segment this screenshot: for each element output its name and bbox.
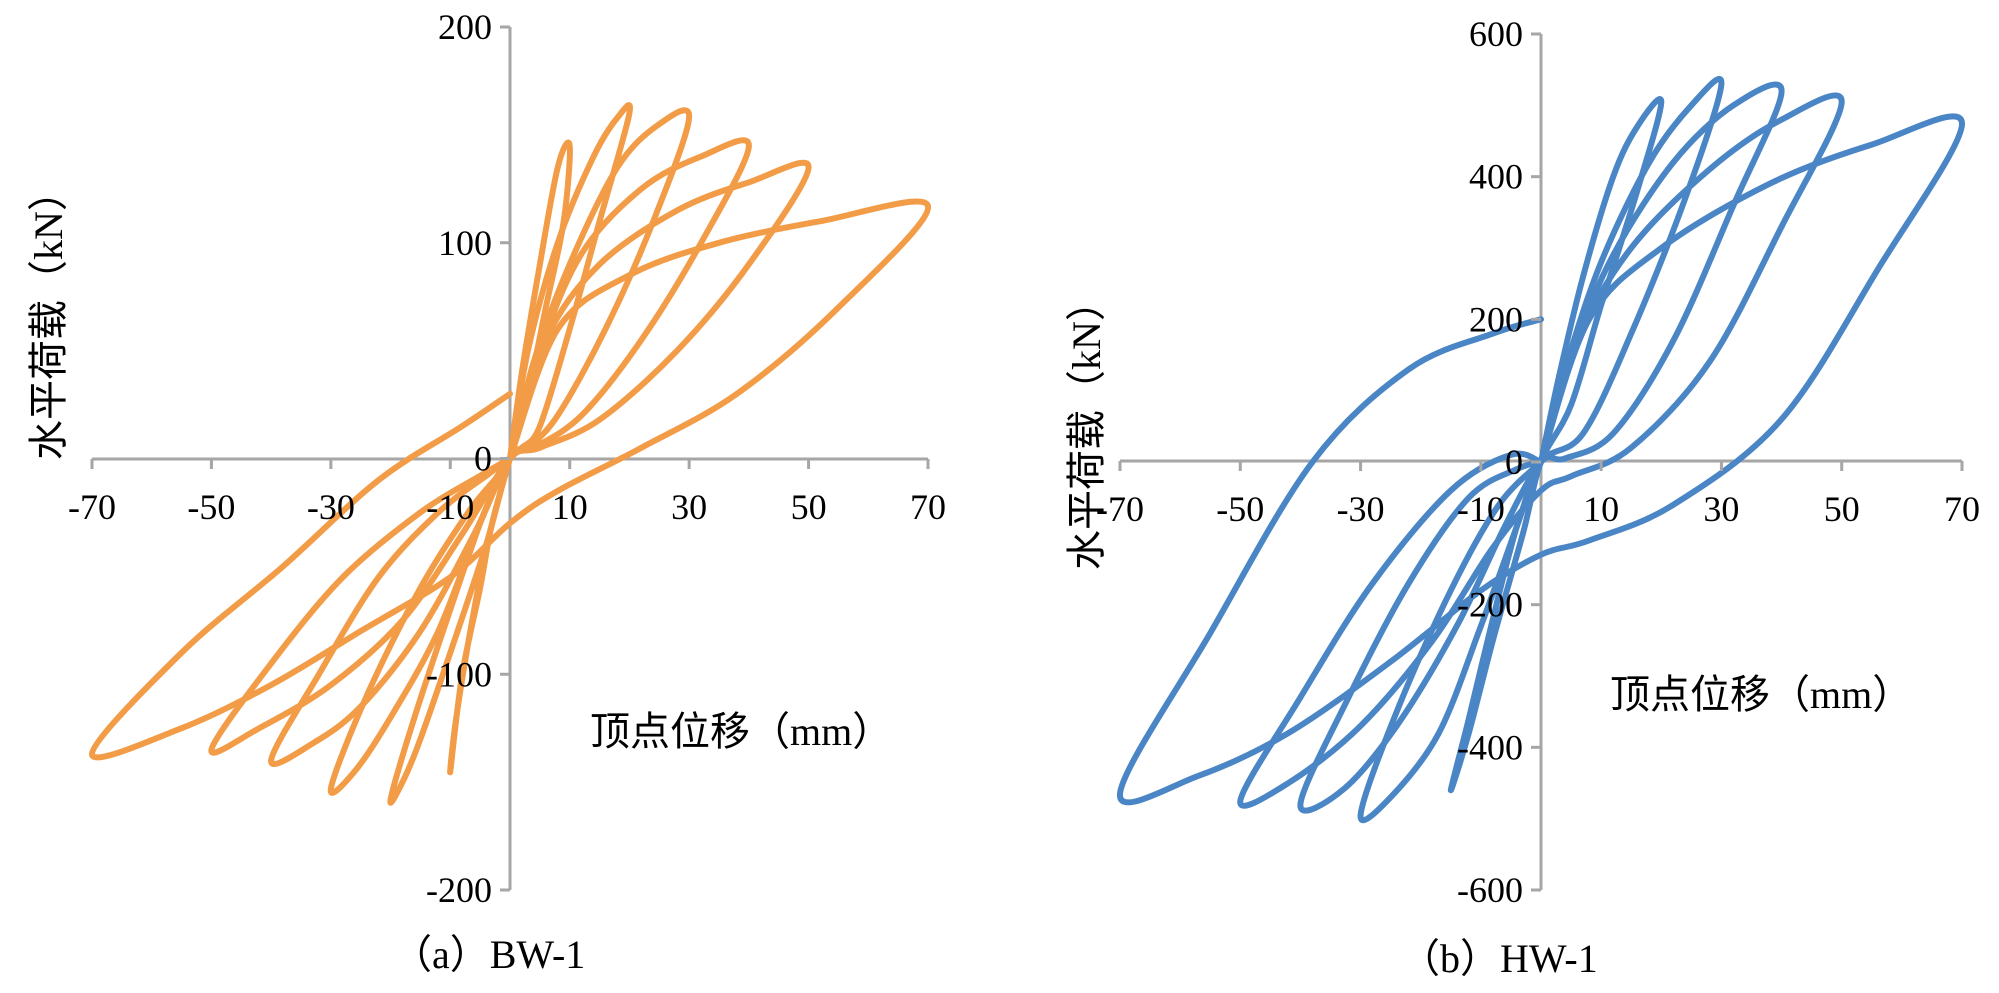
x-tick-label-a: 10 [552, 487, 588, 527]
x-tick-label-b: 70 [1944, 489, 1980, 529]
y-tick-label-a: 200 [438, 7, 492, 47]
x-tick-label-b: -70 [1096, 489, 1144, 529]
x-tick-label-b: 50 [1824, 489, 1860, 529]
x-axis-label-a: 顶点位移（mm） [590, 709, 892, 754]
ticks-a: 200 100 0 -100 -200 -70 -50 -30 -10 10 30 50 70 [68, 7, 946, 910]
ticks-b: 600 400 200 0 -200 -400 -600 -70 -50 -30 -10 10 30 50… [1096, 14, 1980, 910]
x-tick-label-a: 70 [910, 487, 946, 527]
y-tick-label-b: -200 [1457, 585, 1523, 625]
y-tick-label-a: 100 [438, 223, 492, 263]
hysteresis-loop-5-b [1117, 113, 1965, 806]
x-tick-label-b: -10 [1457, 489, 1505, 529]
hysteresis-loop-6-a [89, 198, 931, 761]
hysteresis-curves-b [1117, 75, 1965, 824]
x-tick-label-a: -30 [307, 487, 355, 527]
y-tick-label-a: -200 [426, 870, 492, 910]
hysteresis-loop-4-b [1237, 92, 1845, 809]
y-axis-label-a: 水平荷载（kN） [26, 171, 71, 460]
x-axis-label-b: 顶点位移（mm） [1610, 672, 1912, 717]
y-tick-label-b: -400 [1457, 727, 1523, 767]
x-tick-label-a: 50 [791, 487, 827, 527]
x-tick-label-b: 30 [1703, 489, 1739, 529]
caption-a: （a）BW-1 [392, 932, 585, 977]
y-tick-label-b: 600 [1469, 14, 1523, 54]
hysteresis-loop-1-b [1447, 96, 1665, 794]
y-axis-label-b: 水平荷载（kN） [1064, 281, 1109, 570]
y-tick-label-b: 400 [1469, 157, 1523, 197]
y-tick-label-b: -600 [1457, 870, 1523, 910]
x-tick-label-a: 30 [671, 487, 707, 527]
x-tick-label-b: 10 [1583, 489, 1619, 529]
x-tick-label-b: -30 [1337, 489, 1385, 529]
chart-panel-a: 200 100 0 -100 -200 -70 -50 -30 -10 10 30 50 70 水平荷载… [26, 7, 946, 977]
x-tick-label-b: -50 [1216, 489, 1264, 529]
caption-b: （b）HW-1 [1400, 936, 1598, 981]
x-tick-label-a: -10 [426, 487, 474, 527]
y-tick-label-b: 200 [1469, 299, 1523, 339]
y-tick-label-a: 0 [474, 439, 492, 479]
y-tick-label-b: 0 [1505, 442, 1523, 482]
x-tick-label-a: -70 [68, 487, 116, 527]
y-tick-label-a: -100 [426, 654, 492, 694]
chart-panel-b: 600 400 200 0 -200 -400 -600 -70 -50 -30 -10 10 30 50… [1064, 14, 1980, 981]
x-tick-label-a: -50 [187, 487, 235, 527]
